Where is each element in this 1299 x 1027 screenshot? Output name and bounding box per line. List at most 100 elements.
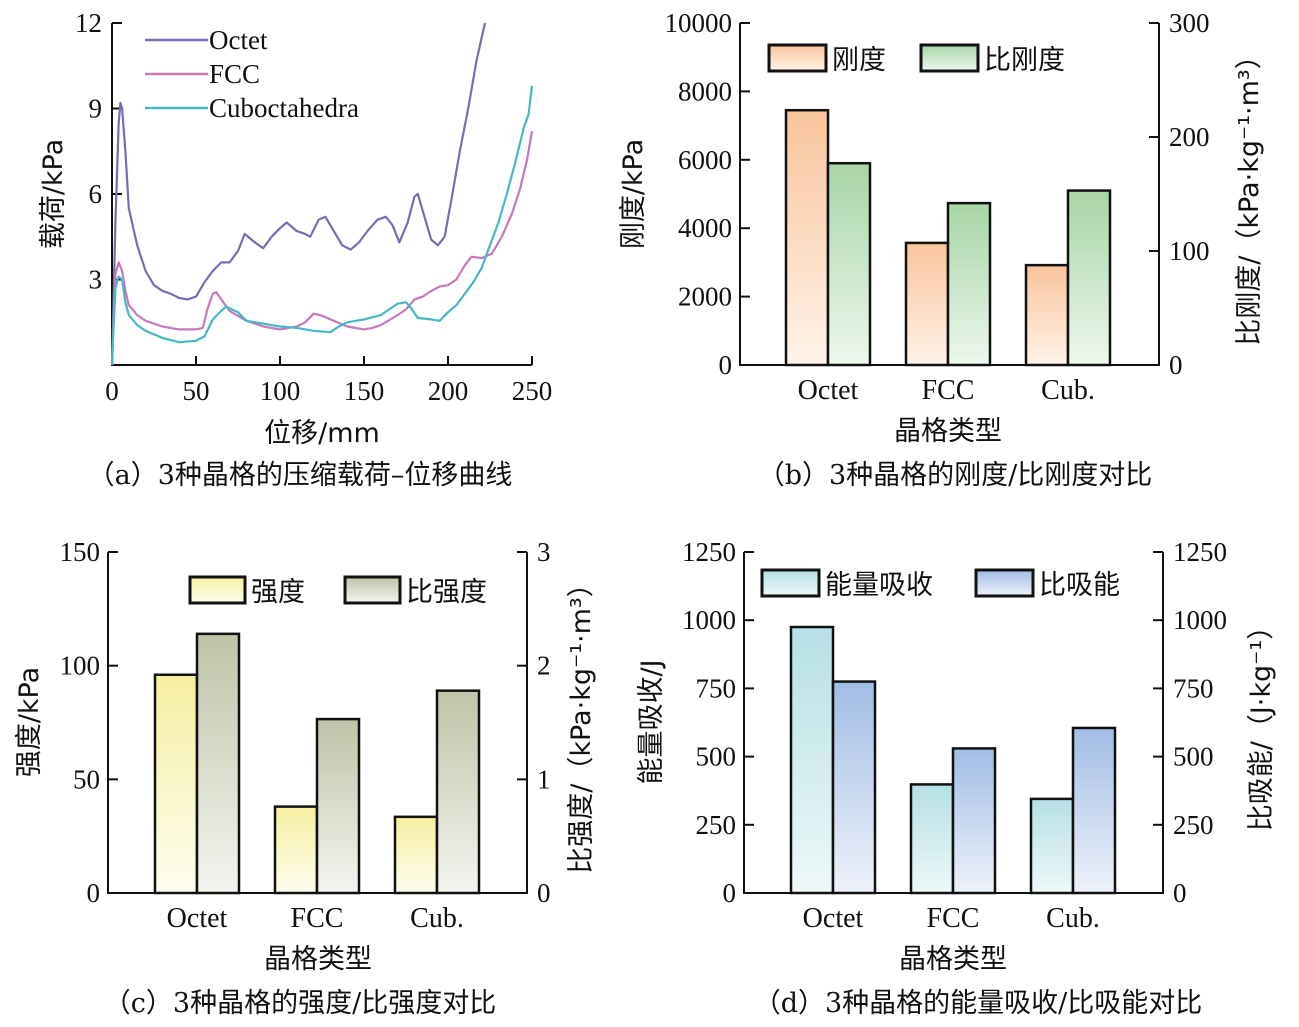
panel-a-ticks: 0 50 100 150 200 250 3 6 9 12 (75, 8, 552, 406)
bar-octet-primary (153, 673, 199, 895)
category-label: Octet (803, 903, 864, 934)
bar-cub-primary (1024, 263, 1070, 367)
panel-c-caption: （c）3种晶格的强度/比强度对比 (104, 988, 496, 1019)
left-y-tick-label: 0 (87, 878, 101, 908)
right-y-tick-label: 200 (1169, 122, 1210, 152)
panel-c-right-y-axis-title: 比强度/（kPa·kg⁻¹·m³） (566, 570, 597, 874)
panel-c-plot: 0 50 100 150 0 1 2 3 Octet FCC Cub. 强度 比强度 (60, 537, 551, 934)
panel-a-load-displacement: 0 50 100 150 200 250 3 6 9 12 Octet FCC Cuboctahedr… (38, 8, 552, 491)
panel-c-x-axis-title: 晶格类型 (264, 944, 372, 975)
legend-label-1: 比刚度 (984, 45, 1065, 76)
legend-label-octet: Octet (209, 25, 268, 55)
right-y-tick-label: 1250 (1173, 537, 1227, 567)
x-tick-label: 250 (512, 376, 553, 406)
left-y-tick-label: 1250 (682, 537, 736, 567)
left-y-tick-label: 750 (696, 673, 737, 703)
category-label: Cub. (1041, 375, 1095, 406)
left-y-tick-label: 0 (723, 878, 737, 908)
panel-b-x-axis-title: 晶格类型 (894, 416, 1002, 447)
right-y-tick-label: 3 (537, 537, 551, 567)
panel-a-plot: 0 50 100 150 200 250 3 6 9 12 Octet FCC Cuboctahedr… (75, 8, 552, 406)
right-y-tick-label: 0 (537, 878, 551, 908)
bar-octet-primary (789, 625, 835, 895)
panel-b-caption: （b）3种晶格的刚度/比刚度对比 (758, 460, 1153, 491)
left-y-tick-label: 50 (73, 764, 100, 794)
legend-swatch-0 (760, 568, 821, 598)
bar-fcc-primary (904, 241, 950, 367)
x-tick-label: 150 (344, 376, 385, 406)
bar-octet-primary (784, 108, 830, 367)
panel-d-energy: 0 250 500 750 1000 1250 0 250 500 750 1000 1250 Octe… (636, 537, 1277, 1019)
x-tick-label: 0 (105, 376, 119, 406)
bar-cub-specific (435, 689, 481, 895)
bar-fcc-specific (951, 747, 997, 895)
x-tick-label: 50 (183, 376, 210, 406)
panel-d-plot: 0 250 500 750 1000 1250 0 250 500 750 1000 1250 Octe… (682, 537, 1227, 934)
bar-fcc-specific (315, 717, 361, 895)
legend-label-0: 能量吸收 (825, 570, 933, 601)
legend-label-1: 比吸能 (1039, 570, 1120, 601)
curve-fcc (110, 131, 534, 366)
x-tick-label: 100 (260, 376, 301, 406)
left-y-tick-label: 250 (696, 810, 737, 840)
bar-octet-specific (831, 680, 877, 895)
panel-a-legend: Octet FCC Cuboctahedra (145, 25, 359, 123)
bar-octet-specific (195, 632, 241, 895)
right-y-tick-label: 2 (537, 651, 551, 681)
right-y-tick-label: 0 (1169, 350, 1183, 380)
y-tick-label: 12 (75, 8, 102, 38)
category-label: Octet (798, 375, 859, 406)
legend-label-fcc: FCC (209, 59, 260, 89)
right-y-tick-label: 300 (1169, 8, 1210, 38)
bar-fcc-primary (273, 805, 319, 895)
y-tick-label: 9 (89, 94, 103, 124)
panel-c-y-axis-title: 强度/kPa (14, 667, 45, 777)
x-tick-label: 200 (428, 376, 469, 406)
left-y-tick-label: 10000 (665, 8, 733, 38)
bar-fcc-specific (946, 201, 992, 367)
panel-d-y-axis-title: 能量吸收/J (636, 659, 667, 784)
panel-c-strength: 0 50 100 150 0 1 2 3 Octet FCC Cub. 强度 比强度 晶格类型 强度/k… (14, 537, 597, 1019)
panel-b-stiffness: 0 2000 4000 6000 8000 10000 0 100 200 300 Octet FCC… (618, 8, 1265, 491)
legend-swatch-0 (188, 575, 247, 605)
right-y-tick-label: 250 (1173, 810, 1214, 840)
left-y-tick-label: 8000 (678, 76, 732, 106)
category-label: FCC (927, 903, 980, 934)
right-y-tick-label: 100 (1169, 236, 1210, 266)
left-y-tick-label: 100 (60, 651, 101, 681)
category-label: Octet (167, 903, 228, 934)
category-label: FCC (922, 375, 975, 406)
panel-b-y-axis-title: 刚度/kPa (618, 139, 649, 249)
bar-fcc-primary (909, 783, 955, 895)
right-y-tick-label: 1000 (1173, 605, 1227, 635)
panel-a-caption: （a）3种晶格的压缩载荷–位移曲线 (88, 460, 513, 491)
legend-swatch-1 (919, 43, 980, 73)
right-y-tick-label: 500 (1173, 742, 1214, 772)
category-label: Cub. (410, 903, 464, 934)
legend-swatch-1 (974, 568, 1035, 598)
legend-label-0: 强度 (251, 577, 305, 608)
y-tick-label: 6 (89, 179, 103, 209)
bar-octet-specific (826, 161, 872, 367)
category-label: Cub. (1046, 903, 1100, 934)
category-label: FCC (291, 903, 344, 934)
left-y-tick-label: 1000 (682, 605, 736, 635)
legend-label-cuboctahedra: Cuboctahedra (209, 93, 359, 123)
bar-cub-specific (1071, 726, 1117, 895)
right-y-tick-label: 1 (537, 764, 551, 794)
left-y-tick-label: 4000 (678, 213, 732, 243)
legend-label-1: 比强度 (406, 577, 487, 608)
curve-octet (110, 22, 487, 366)
left-y-tick-label: 2000 (678, 282, 732, 312)
panel-d-caption: （d）3种晶格的能量吸收/比吸能对比 (754, 988, 1203, 1019)
left-y-tick-label: 0 (719, 350, 733, 380)
right-y-tick-label: 0 (1173, 878, 1187, 908)
bar-cub-primary (393, 815, 439, 895)
left-y-tick-label: 150 (60, 537, 101, 567)
panel-d-right-y-axis-title: 比吸能/（J·kg⁻¹） (1246, 613, 1277, 832)
y-tick-label: 3 (89, 265, 103, 295)
legend-swatch-0 (767, 43, 828, 73)
left-y-tick-label: 6000 (678, 145, 732, 175)
panel-d-x-axis-title: 晶格类型 (899, 944, 1007, 975)
